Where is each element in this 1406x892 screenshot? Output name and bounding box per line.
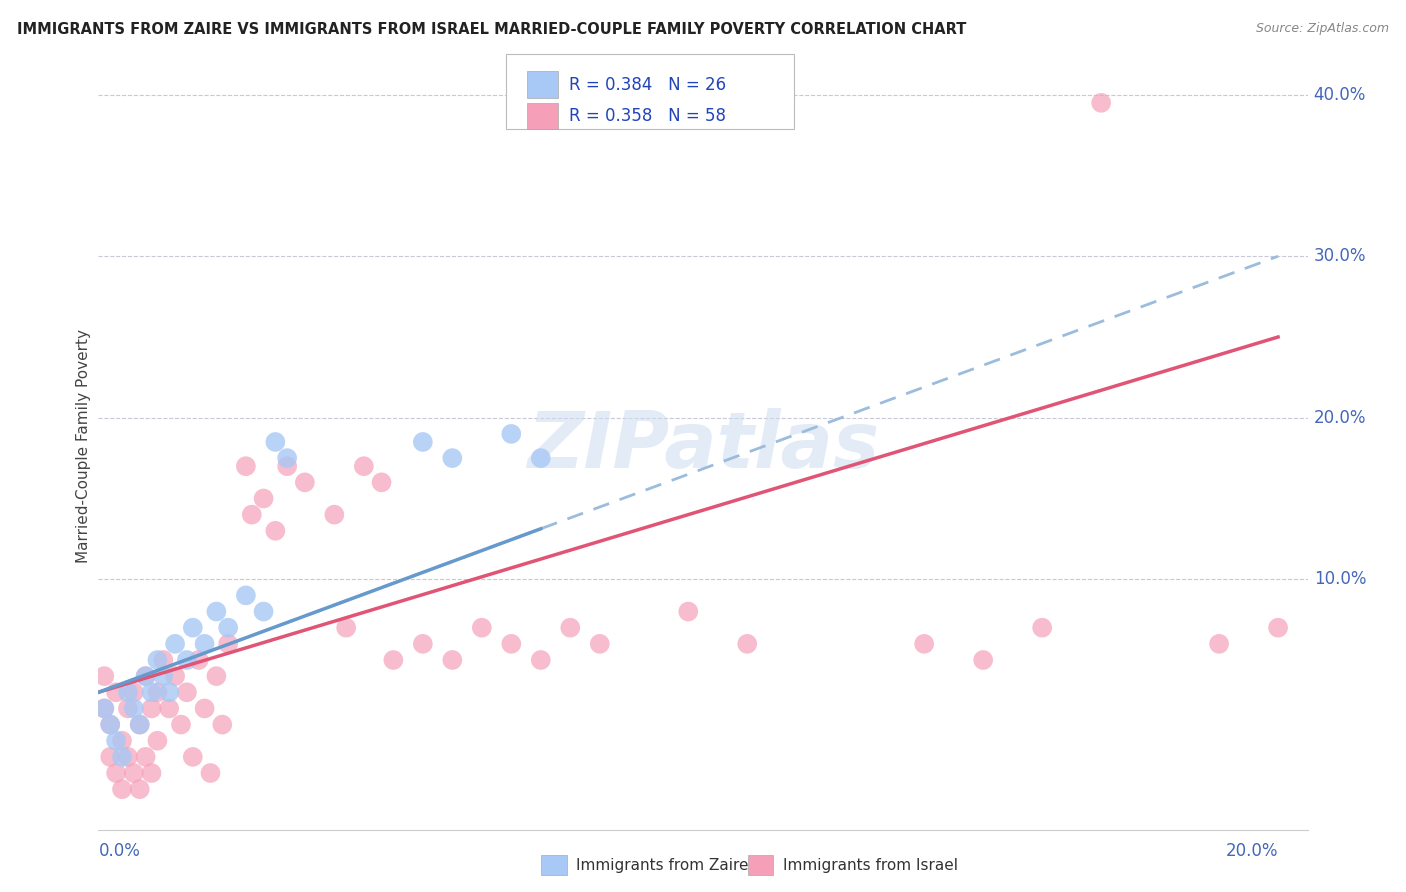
Point <box>972 653 994 667</box>
Point <box>170 717 193 731</box>
Point <box>240 508 263 522</box>
Point <box>165 669 187 683</box>
Point <box>678 605 700 619</box>
Point <box>264 524 287 538</box>
Point <box>530 451 553 466</box>
Point <box>152 669 174 683</box>
Text: 40.0%: 40.0% <box>1313 86 1367 103</box>
Point <box>128 782 150 797</box>
Point <box>105 685 128 699</box>
Text: ZIPatlas: ZIPatlas <box>527 408 879 484</box>
Point <box>176 653 198 667</box>
Point <box>530 653 553 667</box>
Text: R = 0.384   N = 26: R = 0.384 N = 26 <box>569 76 727 94</box>
Point <box>217 621 239 635</box>
Point <box>1208 637 1230 651</box>
Point <box>111 782 134 797</box>
Point <box>135 669 157 683</box>
Text: 20.0%: 20.0% <box>1313 409 1367 426</box>
Point <box>111 750 134 764</box>
Text: 10.0%: 10.0% <box>1313 570 1367 588</box>
Point <box>1090 95 1112 110</box>
Point <box>122 701 145 715</box>
Point <box>335 621 357 635</box>
Point <box>560 621 582 635</box>
Text: Immigrants from Zaire: Immigrants from Zaire <box>576 858 749 872</box>
Point <box>98 717 121 731</box>
Point <box>187 653 209 667</box>
Y-axis label: Married-Couple Family Poverty: Married-Couple Family Poverty <box>76 329 91 563</box>
Point <box>135 750 157 764</box>
Point <box>141 685 163 699</box>
Text: Source: ZipAtlas.com: Source: ZipAtlas.com <box>1256 22 1389 36</box>
Point <box>205 605 228 619</box>
Point <box>1267 621 1289 635</box>
Text: Immigrants from Israel: Immigrants from Israel <box>783 858 957 872</box>
Point <box>117 685 139 699</box>
Point <box>157 701 180 715</box>
Point <box>93 701 115 715</box>
Point <box>157 685 180 699</box>
Point <box>117 750 139 764</box>
Point <box>98 717 121 731</box>
Point <box>93 701 115 715</box>
Point <box>735 637 758 651</box>
Point <box>211 717 233 731</box>
Point <box>412 434 434 449</box>
Point <box>176 685 198 699</box>
Point <box>294 475 316 490</box>
Point <box>370 475 392 490</box>
Point <box>441 451 464 466</box>
Point <box>912 637 935 651</box>
Point <box>93 669 115 683</box>
Point <box>181 621 204 635</box>
Point <box>194 701 217 715</box>
Point <box>501 637 523 651</box>
Point <box>276 459 298 474</box>
Point <box>252 605 274 619</box>
Point <box>200 766 222 780</box>
Point <box>205 669 228 683</box>
Point <box>128 717 150 731</box>
Point <box>98 750 121 764</box>
Point <box>141 766 163 780</box>
Point <box>471 621 494 635</box>
Point <box>135 669 157 683</box>
Point <box>382 653 405 667</box>
Point <box>165 637 187 651</box>
Point <box>128 717 150 731</box>
Point <box>353 459 375 474</box>
Point <box>501 426 523 441</box>
Point <box>194 637 217 651</box>
Point <box>105 733 128 747</box>
Text: 0.0%: 0.0% <box>98 842 141 861</box>
Point <box>323 508 346 522</box>
Point <box>111 733 134 747</box>
Point <box>252 491 274 506</box>
Point <box>105 766 128 780</box>
Point <box>589 637 612 651</box>
Point <box>235 459 257 474</box>
Point <box>122 685 145 699</box>
Point <box>1031 621 1053 635</box>
Point <box>441 653 464 667</box>
Point <box>181 750 204 764</box>
Point <box>122 766 145 780</box>
Text: IMMIGRANTS FROM ZAIRE VS IMMIGRANTS FROM ISRAEL MARRIED-COUPLE FAMILY POVERTY CO: IMMIGRANTS FROM ZAIRE VS IMMIGRANTS FROM… <box>17 22 966 37</box>
Text: 30.0%: 30.0% <box>1313 247 1367 265</box>
Point <box>146 653 169 667</box>
Point <box>412 637 434 651</box>
Point <box>152 653 174 667</box>
Point <box>264 434 287 449</box>
Point <box>117 701 139 715</box>
Point <box>276 451 298 466</box>
Text: R = 0.358   N = 58: R = 0.358 N = 58 <box>569 107 727 125</box>
Point <box>146 685 169 699</box>
Point <box>235 588 257 602</box>
Point <box>146 733 169 747</box>
Text: 20.0%: 20.0% <box>1226 842 1278 861</box>
Point <box>217 637 239 651</box>
Point <box>141 701 163 715</box>
